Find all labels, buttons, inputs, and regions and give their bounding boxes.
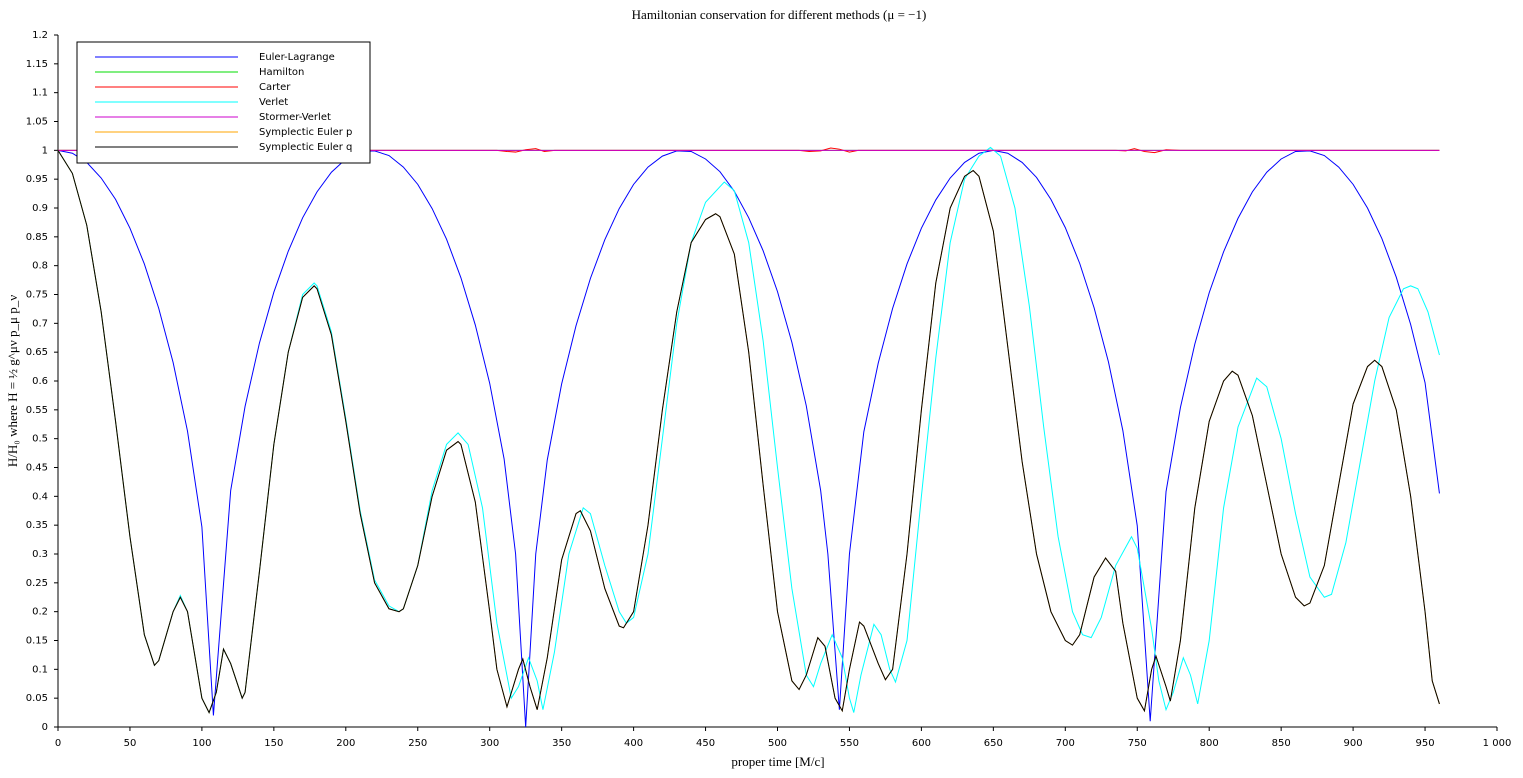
x-tick-label: 550 xyxy=(840,738,859,749)
y-tick-label: 0.9 xyxy=(32,203,48,214)
x-tick-label: 250 xyxy=(408,738,427,749)
x-axis-label: proper time [M/c] xyxy=(731,754,824,769)
series-line xyxy=(57,149,1440,728)
y-tick-label: 0.1 xyxy=(32,664,48,675)
y-tick-label: 0.55 xyxy=(26,405,48,416)
chart-title: Hamiltonian conservation for different m… xyxy=(632,7,927,22)
y-tick-label: 0.15 xyxy=(26,636,48,647)
x-tick-label: 0 xyxy=(55,738,61,749)
x-tick-label: 900 xyxy=(1344,738,1363,749)
x-tick-label: 950 xyxy=(1416,738,1435,749)
x-tick-label: 450 xyxy=(696,738,715,749)
x-tick-label: 100 xyxy=(192,738,211,749)
x-tick-label: 600 xyxy=(912,738,931,749)
y-axis-label: H/H₀ where H = ½ g^μν p_μ p_ν xyxy=(5,295,20,467)
x-tick-label: 1 000 xyxy=(1483,738,1512,749)
y-tick-label: 1 xyxy=(42,145,48,156)
y-tick-label: 0.05 xyxy=(26,693,48,704)
y-tick-label: 0.65 xyxy=(26,347,48,358)
x-tick-label: 650 xyxy=(984,738,1003,749)
x-tick-label: 400 xyxy=(624,738,643,749)
y-tick-label: 0 xyxy=(42,722,48,733)
x-tick-label: 700 xyxy=(1056,738,1075,749)
y-tick-label: 1.05 xyxy=(26,117,48,128)
x-tick-label: 750 xyxy=(1128,738,1147,749)
x-tick-label: 300 xyxy=(480,738,499,749)
y-tick-label: 0.5 xyxy=(32,434,48,445)
y-tick-label: 0.8 xyxy=(32,261,48,272)
x-tick-label: 150 xyxy=(264,738,283,749)
y-tick-label: 1.2 xyxy=(32,30,48,41)
y-tick-label: 0.4 xyxy=(32,491,48,502)
x-tick-label: 200 xyxy=(336,738,355,749)
legend-label: Carter xyxy=(259,82,291,93)
x-tick-label: 50 xyxy=(124,738,137,749)
y-tick-label: 0.95 xyxy=(26,174,48,185)
y-tick-label: 0.7 xyxy=(32,318,48,329)
y-tick-label: 1.1 xyxy=(32,88,48,99)
x-tick-label: 350 xyxy=(552,738,571,749)
legend-label: Stormer-Verlet xyxy=(259,112,331,123)
y-tick-label: 0.85 xyxy=(26,232,48,243)
x-tick-label: 850 xyxy=(1272,738,1291,749)
x-tick-label: 500 xyxy=(768,738,787,749)
y-tick-label: 0.75 xyxy=(26,290,48,301)
x-tick-label: 800 xyxy=(1200,738,1219,749)
y-tick-label: 0.45 xyxy=(26,463,48,474)
y-tick-label: 0.35 xyxy=(26,520,48,531)
legend-label: Euler-Lagrange xyxy=(259,52,335,63)
y-tick-label: 0.25 xyxy=(26,578,48,589)
legend-label: Symplectic Euler p xyxy=(259,127,352,138)
legend-label: Verlet xyxy=(259,97,288,108)
y-tick-label: 0.3 xyxy=(32,549,48,560)
y-tick-label: 1.15 xyxy=(26,59,48,70)
legend-label: Symplectic Euler q xyxy=(259,142,352,153)
y-tick-label: 0.6 xyxy=(32,376,48,387)
y-tick-label: 0.2 xyxy=(32,607,48,618)
series-line xyxy=(57,150,1440,714)
legend-label: Hamilton xyxy=(259,67,304,78)
